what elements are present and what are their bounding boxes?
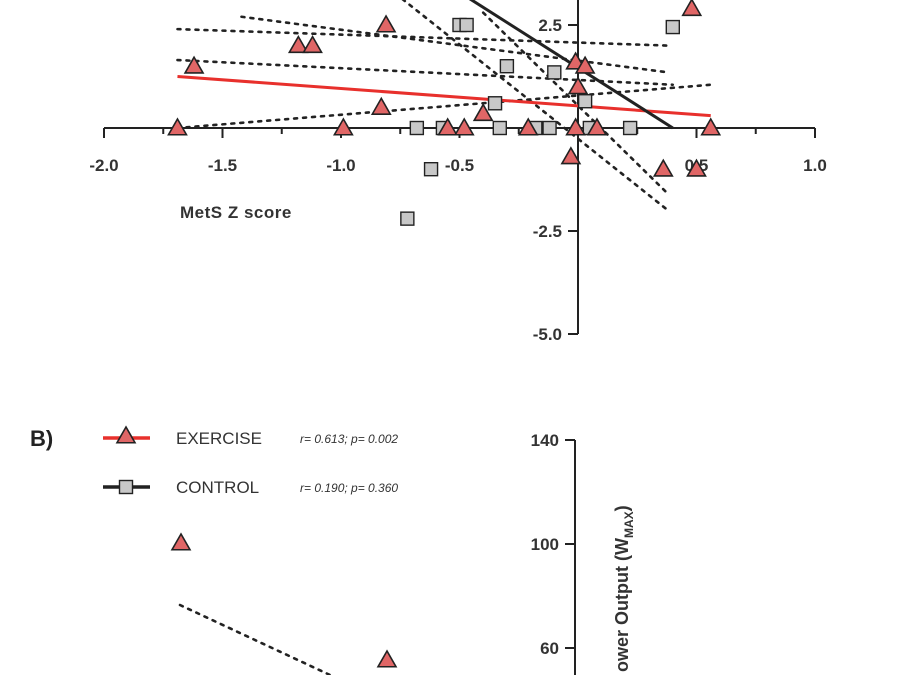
x-axis-title: MetS Z score: [180, 203, 292, 222]
control-point: [622, 120, 638, 136]
legend-label-control: CONTROL: [176, 478, 259, 497]
control-regression-line: [468, 0, 674, 130]
panel-b: EXERCISE r= 0.613; p= 0.002 CONTROL r= 0.19…: [103, 425, 636, 675]
exercise-point: [170, 532, 192, 551]
legend-stat-exercise: r= 0.613; p= 0.002: [300, 432, 398, 446]
legend-label-exercise: EXERCISE: [176, 429, 262, 448]
confidence-band-2: [176, 83, 713, 130]
legend-exercise-marker: [115, 425, 137, 444]
control-point: [400, 211, 415, 226]
exercise-point: [375, 14, 397, 33]
control-point: [577, 94, 593, 109]
exercise-point: [567, 76, 589, 95]
exercise-point: [302, 34, 323, 54]
control-point: [492, 120, 507, 136]
y-tick-label: 140: [531, 431, 559, 450]
panel-b-label: B): [30, 426, 53, 451]
confidence-band-4: [401, 0, 670, 212]
y-tick-label: 60: [540, 639, 559, 658]
exercise-point: [437, 117, 459, 136]
y-axis-title: ower Output (WMAX): [612, 505, 636, 672]
control-point: [459, 17, 474, 33]
exercise-point: [652, 158, 674, 177]
confidence-band-0: [176, 27, 670, 47]
exercise-point: [167, 117, 188, 136]
control-point: [542, 120, 557, 136]
exercise-point: [560, 146, 582, 165]
exercise-point: [332, 117, 354, 136]
y-axis-title-main: ower Output (W: [612, 538, 632, 672]
control-point: [499, 59, 515, 74]
confidence-band-1: [176, 58, 675, 87]
y-tick-label: 2.5: [538, 16, 562, 35]
legend-stat-control: r= 0.190; p= 0.360: [300, 481, 398, 495]
x-tick-label: -2.0: [89, 156, 118, 175]
exercise-point: [287, 34, 309, 54]
confidence-band: [178, 603, 332, 675]
exercise-point: [517, 117, 539, 136]
control-point: [423, 161, 439, 177]
control-point: [409, 120, 425, 136]
exercise-point: [574, 55, 596, 74]
y-axis-title-close: ): [612, 505, 632, 511]
exercise-point: [586, 117, 608, 136]
y-tick-label: -2.5: [533, 222, 562, 241]
x-tick-label: 1.0: [803, 156, 827, 175]
exercise-point: [376, 649, 398, 668]
y-tick-label: 100: [531, 535, 559, 554]
y-tick-label: -5.0: [533, 325, 562, 344]
control-point: [547, 65, 562, 80]
x-tick-label: -1.5: [208, 156, 237, 175]
exercise-point: [370, 96, 392, 115]
exercise-regression-line: [177, 75, 711, 118]
y-axis-title-sub: MAX: [622, 511, 636, 538]
exercise-point: [472, 102, 494, 122]
exercise-point: [565, 117, 587, 136]
legend-control-marker: [118, 479, 134, 495]
exercise-point: [183, 55, 205, 74]
control-point: [665, 19, 680, 35]
confidence-band-5: [481, 11, 670, 196]
x-tick-label: -1.0: [326, 156, 355, 175]
exercise-point: [686, 158, 707, 177]
x-tick-label: -0.5: [445, 156, 474, 175]
exercise-point: [700, 117, 722, 136]
exercise-point: [453, 117, 475, 136]
confidence-band-3: [240, 15, 670, 74]
control-point: [487, 96, 503, 111]
exercise-point: [681, 0, 703, 17]
